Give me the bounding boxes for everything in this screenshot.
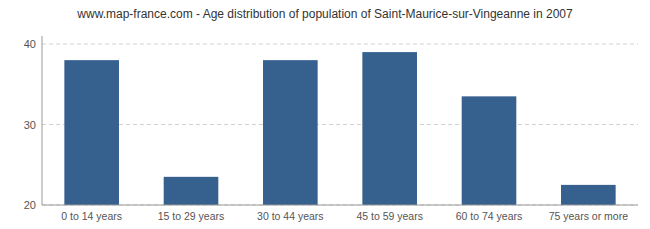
grid (42, 44, 638, 205)
bars (64, 52, 615, 205)
bar (362, 52, 417, 205)
x-tick-label: 15 to 29 years (158, 210, 225, 222)
x-axis-line (42, 205, 638, 206)
y-axis-line (42, 36, 43, 205)
y-tick-label: 20 (24, 199, 36, 211)
title: www.map-france.com - Age distribution of… (76, 7, 573, 21)
bar (164, 177, 219, 205)
bar (263, 60, 318, 205)
bar (561, 185, 616, 205)
bar (64, 60, 119, 205)
grid-line (42, 205, 638, 206)
grid-line (42, 124, 638, 125)
x-tick-label: 30 to 44 years (257, 210, 324, 222)
x-tick-label: 75 years or more (549, 210, 629, 222)
chart: www.map-france.com - Age distribution of… (0, 0, 650, 229)
x-tick-label: 60 to 74 years (456, 210, 523, 222)
grid-line (42, 44, 638, 45)
y-tick-label: 40 (24, 38, 36, 50)
y-tick-label: 30 (24, 119, 36, 131)
x-tick-label: 45 to 59 years (356, 210, 423, 222)
x-tick-label: 0 to 14 years (61, 210, 122, 222)
bar (462, 96, 517, 205)
